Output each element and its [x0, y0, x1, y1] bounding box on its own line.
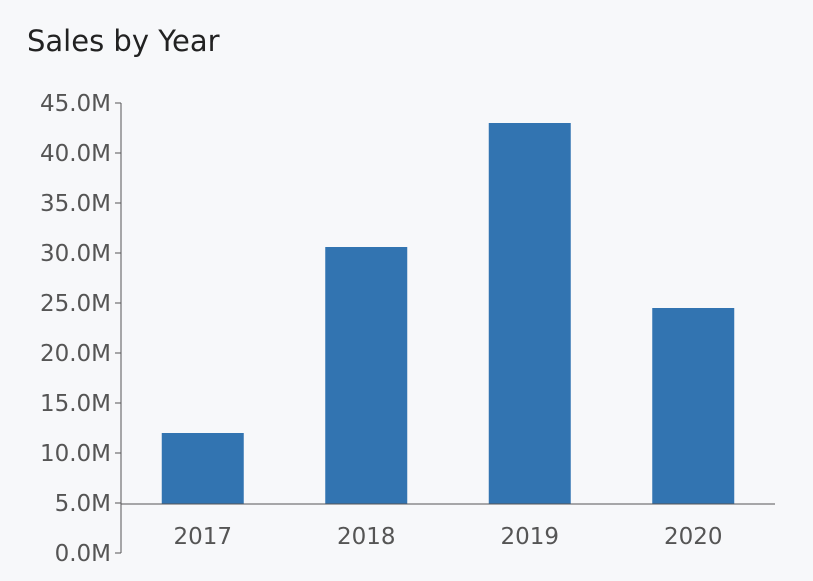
y-tick-label: 5.0M [55, 491, 111, 517]
y-tick-label: 10.0M [40, 441, 111, 467]
axes-layer: 0.0M 5.0M 10.0M 15.0M 20.0M 25.0M 30.0M 35.0M 40… [40, 91, 775, 567]
y-tick-label: 40.0M [40, 141, 111, 167]
y-tick-label: 15.0M [40, 391, 111, 417]
y-tick-label: 30.0M [40, 241, 111, 267]
bars-layer [161, 123, 735, 504]
chart-title: Sales by Year [27, 24, 220, 58]
y-tick-label: 35.0M [40, 191, 111, 217]
y-tick-label: 25.0M [40, 291, 111, 317]
y-tick-label: 0.0M [55, 541, 111, 567]
bar-2018 [325, 247, 408, 504]
x-tick-label: 2020 [664, 524, 723, 550]
y-tick-label: 20.0M [40, 341, 111, 367]
bar-2017 [161, 433, 244, 504]
bar-2019 [488, 123, 571, 504]
x-tick-label: 2017 [173, 524, 232, 550]
bar-2020 [652, 308, 735, 504]
x-tick-label: 2019 [500, 524, 559, 550]
x-tick-label: 2018 [337, 524, 396, 550]
y-tick-label: 45.0M [40, 91, 111, 117]
